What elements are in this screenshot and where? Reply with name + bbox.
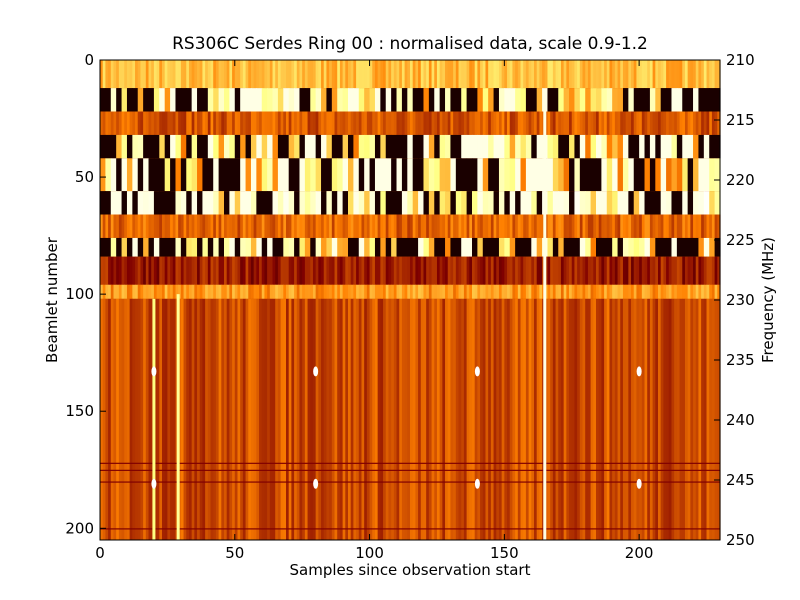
heatmap-band (100, 191, 721, 215)
y-tick-label: 100 (65, 285, 94, 303)
y2-tick-label: 215 (726, 111, 755, 129)
y-tick-label: 0 (84, 51, 94, 69)
heatmap-band (100, 111, 721, 135)
y2-tick-label: 230 (726, 291, 755, 309)
x-tick-label: 0 (95, 544, 105, 562)
heatmap-band (100, 298, 721, 540)
x-axis-label: Samples since observation start (289, 561, 531, 579)
heatmap-band (100, 134, 721, 159)
y2-tick-label: 235 (726, 351, 755, 369)
y2-tick-label: 250 (726, 531, 755, 549)
axes: 0 50 100 150 2000501001502002102152202252302… (65, 51, 754, 562)
y2-tick-label: 245 (726, 471, 755, 489)
x-tick-label: 150 (490, 544, 519, 562)
y2-tick-label: 225 (726, 231, 755, 249)
hotspot (636, 478, 642, 489)
heatmap-band (100, 214, 721, 238)
vertical-feature (176, 294, 180, 540)
horizontal-stripe (100, 481, 720, 483)
x-tick-label: 200 (625, 544, 654, 562)
x-tick-label: 50 (225, 544, 244, 562)
hotspot (151, 478, 157, 489)
vertical-feature (543, 106, 547, 540)
y-axis-label: Beamlet number (43, 237, 61, 363)
horizontal-stripe (100, 528, 720, 530)
vertical-feature (152, 298, 156, 540)
y2-tick-label: 240 (726, 411, 755, 429)
hotspot (313, 366, 319, 377)
y-tick-label: 200 (65, 519, 94, 537)
hotspot (474, 478, 480, 489)
heatmap-band (100, 60, 721, 89)
heatmap-band (100, 88, 721, 112)
hotspot (636, 366, 642, 377)
hotspot (151, 366, 157, 377)
y2-tick-label: 210 (726, 51, 755, 69)
horizontal-stripe (100, 462, 720, 464)
y2-axis-label: Frequency (MHz) (759, 236, 777, 364)
y2-tick-label: 220 (726, 171, 755, 189)
heatmap-band (100, 237, 721, 257)
hotspot (313, 478, 319, 489)
y-tick-label: 50 (75, 168, 94, 186)
chart-title: RS306C Serdes Ring 00 : normalised data,… (172, 34, 648, 54)
hotspot (474, 366, 480, 377)
horizontal-stripe (100, 469, 720, 471)
heatmap-band (100, 256, 721, 285)
y-tick-label: 150 (65, 402, 94, 420)
heatmap-band (100, 158, 721, 192)
plot-area (100, 60, 721, 540)
x-tick-label: 100 (355, 544, 384, 562)
heatmap-band (100, 284, 721, 299)
